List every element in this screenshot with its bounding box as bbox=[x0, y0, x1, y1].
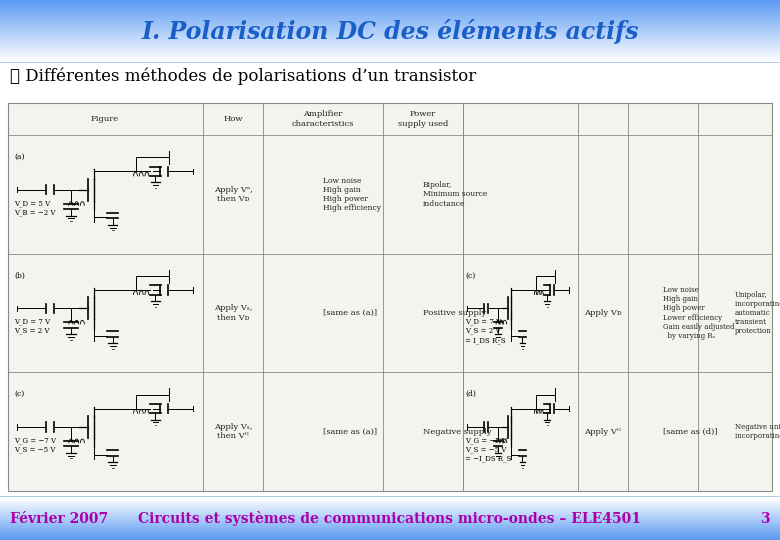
Bar bbox=[0, 11, 780, 12]
Bar bbox=[0, 0, 780, 1]
Bar bbox=[0, 30, 780, 31]
Bar bbox=[8, 103, 772, 491]
Bar bbox=[0, 39, 780, 40]
Text: [same as (a)]: [same as (a)] bbox=[323, 309, 377, 317]
Text: Unipolar,
incorporating Rₛ
automatic
transient
protection: Unipolar, incorporating Rₛ automatic tra… bbox=[735, 291, 780, 335]
Bar bbox=[0, 51, 780, 52]
Text: 3: 3 bbox=[760, 512, 770, 526]
Text: Negative supply: Negative supply bbox=[423, 428, 491, 436]
Text: V_G = −7 V
V_S = −5 V: V_G = −7 V V_S = −5 V bbox=[14, 436, 56, 454]
Bar bbox=[0, 22, 780, 23]
Bar bbox=[0, 61, 780, 62]
Bar bbox=[0, 25, 780, 26]
Bar bbox=[0, 12, 780, 13]
Bar bbox=[0, 34, 780, 35]
Text: V_D = 5 V
V_B = −2 V: V_D = 5 V V_B = −2 V bbox=[14, 199, 55, 216]
Text: (b): (b) bbox=[14, 272, 25, 280]
Bar bbox=[0, 5, 780, 6]
Bar bbox=[0, 20, 780, 21]
Text: Février 2007: Février 2007 bbox=[10, 512, 108, 526]
Text: V_D = 7 V
V_S = 2 V: V_D = 7 V V_S = 2 V bbox=[14, 318, 50, 335]
Bar bbox=[0, 2, 780, 3]
Bar bbox=[0, 9, 780, 10]
Text: ❖ Différentes méthodes de polarisations d’un transistor: ❖ Différentes méthodes de polarisations … bbox=[10, 68, 477, 85]
Text: Amplifier
characteristics: Amplifier characteristics bbox=[292, 110, 354, 127]
Bar bbox=[0, 62, 780, 63]
Text: Circuits et systèmes de communications micro-ondes – ELE4501: Circuits et systèmes de communications m… bbox=[139, 511, 641, 526]
Text: [same as (a)]: [same as (a)] bbox=[323, 428, 377, 436]
Text: Apply Vᴳ: Apply Vᴳ bbox=[584, 428, 622, 436]
Bar bbox=[0, 35, 780, 36]
Text: Positive supply: Positive supply bbox=[423, 309, 486, 317]
Bar bbox=[0, 28, 780, 29]
Bar bbox=[0, 48, 780, 49]
Bar bbox=[0, 14, 780, 15]
Bar bbox=[0, 62, 780, 498]
Text: Apply Vᴅ: Apply Vᴅ bbox=[584, 309, 622, 317]
Bar bbox=[0, 27, 780, 28]
Bar bbox=[0, 42, 780, 43]
Bar bbox=[0, 43, 780, 44]
Bar bbox=[0, 33, 780, 34]
Bar bbox=[0, 6, 780, 7]
Bar bbox=[0, 52, 780, 53]
Text: Negative unipolar,
incorporating Rₛ: Negative unipolar, incorporating Rₛ bbox=[735, 423, 780, 440]
Bar bbox=[0, 40, 780, 41]
Text: (a): (a) bbox=[14, 153, 24, 161]
Bar bbox=[0, 10, 780, 11]
Bar bbox=[0, 19, 780, 20]
Bar bbox=[0, 1, 780, 2]
Bar bbox=[0, 32, 780, 33]
Text: (d): (d) bbox=[465, 390, 476, 398]
Text: (c): (c) bbox=[14, 390, 24, 398]
Bar bbox=[0, 44, 780, 45]
Bar bbox=[0, 3, 780, 4]
Bar bbox=[0, 21, 780, 22]
Bar bbox=[0, 54, 780, 55]
Bar bbox=[0, 29, 780, 30]
Bar bbox=[0, 50, 780, 51]
Bar bbox=[0, 18, 780, 19]
Bar bbox=[0, 38, 780, 39]
Text: Figure: Figure bbox=[91, 115, 119, 123]
Bar bbox=[0, 31, 780, 32]
Bar bbox=[0, 8, 780, 9]
Bar bbox=[0, 41, 780, 42]
Text: Apply Vₛ,
then Vᴅ: Apply Vₛ, then Vᴅ bbox=[214, 305, 252, 322]
Text: Apply Vᵃ,
then Vᴅ: Apply Vᵃ, then Vᴅ bbox=[214, 186, 253, 203]
Bar bbox=[0, 15, 780, 16]
Bar bbox=[0, 56, 780, 57]
Text: Low noise
High gain
High power
High efficiency: Low noise High gain High power High effi… bbox=[323, 177, 381, 212]
Text: How: How bbox=[223, 115, 243, 123]
Bar bbox=[0, 26, 780, 27]
Bar bbox=[0, 57, 780, 58]
Text: Power
supply used: Power supply used bbox=[398, 110, 448, 127]
Bar bbox=[0, 496, 780, 497]
Bar bbox=[0, 58, 780, 59]
Text: V_G = −7 V
V_S = −5 V
= −I_DS R_S: V_G = −7 V V_S = −5 V = −I_DS R_S bbox=[465, 436, 512, 463]
Bar bbox=[0, 49, 780, 50]
Bar bbox=[0, 13, 780, 14]
Bar bbox=[0, 16, 780, 17]
Bar bbox=[0, 59, 780, 60]
Bar bbox=[0, 45, 780, 46]
Bar bbox=[0, 24, 780, 25]
Bar bbox=[0, 60, 780, 61]
Text: [same as (d)]: [same as (d)] bbox=[663, 428, 718, 436]
Text: I. Polarisation DC des éléments actifs: I. Polarisation DC des éléments actifs bbox=[141, 18, 639, 44]
Bar bbox=[0, 55, 780, 56]
Bar bbox=[0, 17, 780, 18]
Bar bbox=[0, 23, 780, 24]
Text: Low noise
High gain
High power
Lower efficiency
Gain easily adjusted
  by varyin: Low noise High gain High power Lower eff… bbox=[663, 286, 735, 340]
Bar bbox=[0, 36, 780, 37]
Text: V_D = 7 V
V_S = 2 V
= I_DS R_S: V_D = 7 V V_S = 2 V = I_DS R_S bbox=[465, 318, 505, 344]
Bar bbox=[0, 7, 780, 8]
Bar bbox=[0, 53, 780, 54]
Text: Bipolar,
Minimum source
inductance: Bipolar, Minimum source inductance bbox=[423, 181, 488, 207]
Text: Apply Vₛ,
then Vᴳ: Apply Vₛ, then Vᴳ bbox=[214, 423, 252, 440]
Bar bbox=[0, 4, 780, 5]
Bar bbox=[0, 46, 780, 48]
Text: (c): (c) bbox=[465, 272, 475, 280]
Bar bbox=[0, 37, 780, 38]
